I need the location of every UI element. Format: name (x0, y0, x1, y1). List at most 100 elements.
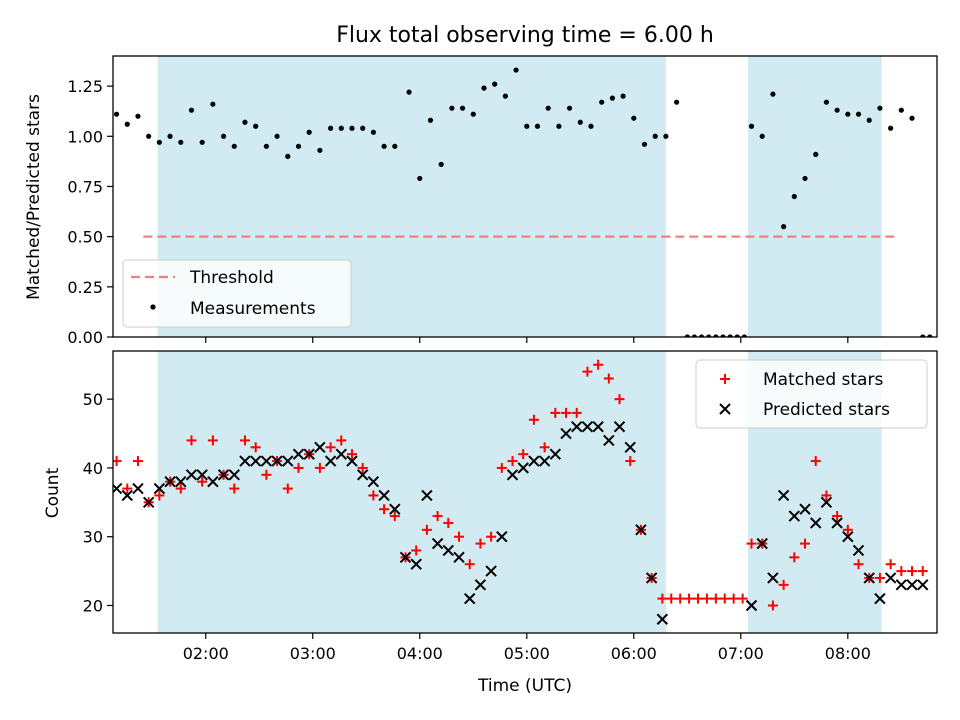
axes-frame (112, 350, 938, 634)
matched-star-point (539, 442, 550, 453)
predicted-star-point (810, 517, 822, 529)
x-tick-label: 06:00 (611, 644, 657, 663)
predicted-star-point (153, 482, 166, 495)
matched-star-point (874, 572, 885, 583)
matched-star-point (464, 559, 475, 570)
predicted-star-point (613, 420, 626, 433)
measurement-point (834, 107, 840, 113)
matched-star-point (907, 566, 918, 577)
predicted-star-point (624, 441, 636, 453)
y-tick-label: 0.25 (67, 278, 103, 297)
measurement-point (317, 147, 323, 153)
measurement-point (124, 121, 130, 127)
matched-star-point (454, 531, 465, 542)
measurement-point (813, 151, 819, 157)
predicted-star-point (474, 579, 487, 591)
x-tick-label: 02:00 (183, 644, 229, 663)
measurement-point (609, 95, 615, 101)
matched-star-point (728, 593, 739, 604)
predicted-star-point (431, 537, 444, 550)
predicted-star-point (863, 572, 875, 584)
measurement-point (631, 115, 637, 121)
predicted-star-point (324, 455, 337, 467)
measurement-point (417, 175, 423, 182)
matched-star-point (389, 511, 400, 522)
matched-star-point (207, 435, 218, 446)
measurement-point (274, 133, 280, 139)
legend-label: Matched stars (763, 370, 883, 390)
predicted-star-point (292, 448, 305, 460)
matched-star-point (832, 511, 843, 522)
observing-window-band (747, 56, 882, 337)
matched-star-point (528, 414, 539, 425)
measurement-point (802, 175, 808, 182)
legend-box (695, 359, 928, 429)
measurement-point (338, 125, 344, 131)
measurement-point (534, 123, 541, 129)
predicted-star-point (767, 572, 779, 584)
measurement-point (748, 123, 755, 129)
predicted-star-point (346, 455, 358, 467)
measurement-point (360, 125, 366, 131)
y-tick-label: 0.00 (67, 328, 103, 347)
x-tick-label: 05:00 (504, 644, 550, 663)
matched-star-point (571, 407, 582, 418)
matched-star-point (496, 462, 507, 473)
predicted-star-point (196, 469, 208, 481)
x-tick-label: 03:00 (290, 644, 336, 663)
legend-matched-swatch (720, 374, 730, 384)
matched-star-point (325, 442, 336, 453)
measurement-point (791, 193, 797, 200)
matched-star-point (625, 456, 636, 467)
matched-star-point (507, 456, 518, 467)
matched-star-point (821, 490, 832, 501)
legend: Matched stars Predicted stars (695, 359, 928, 429)
matched-star-point (896, 566, 907, 577)
measurement-point (663, 133, 669, 139)
predicted-star-point (142, 496, 155, 509)
measurement-point (231, 143, 237, 149)
measurement-point (327, 125, 334, 131)
matched-star-point (917, 566, 928, 577)
matched-star-point (684, 593, 695, 604)
x-tick-label: 07:00 (718, 644, 764, 663)
y-tick-label: 20 (83, 596, 103, 615)
matched-star-point (719, 593, 730, 604)
matched-star-point (314, 462, 325, 473)
measurement-point (135, 113, 141, 119)
matched-star-point (885, 559, 896, 570)
measurement-point (577, 119, 583, 125)
predicted-star-point (895, 579, 908, 591)
predicted-star-point (874, 592, 886, 605)
predicted-star-point (506, 469, 519, 481)
matched-star-point (675, 593, 686, 604)
predicted-star-point (560, 427, 572, 440)
matched-star-point (853, 559, 864, 570)
matched-star-point (778, 579, 789, 590)
measurement-point (427, 117, 434, 123)
measurement-point (770, 91, 776, 97)
matched-star-point (154, 490, 165, 501)
y-tick-label: 0.75 (67, 177, 103, 196)
predicted-star-point (745, 599, 758, 612)
predicted-star-point (335, 448, 348, 460)
matched-star-point (239, 435, 250, 446)
matched-star-point (800, 538, 811, 549)
axes-frame (112, 55, 938, 338)
matched-star-point (293, 462, 304, 473)
measurement-point (545, 105, 551, 111)
y-tick-label: 40 (83, 459, 103, 478)
matched-star-point (175, 483, 186, 494)
measurement-point (449, 105, 455, 111)
observing-window-band (157, 351, 666, 633)
legend-label: Predicted stars (763, 400, 890, 420)
y-tick-label: 1.25 (67, 77, 103, 96)
matched-star-point (614, 394, 625, 405)
chart-title: Flux total observing time = 6.00 h (336, 23, 714, 48)
predicted-star-point (249, 455, 262, 467)
predicted-star-point (656, 613, 669, 625)
predicted-star-point (592, 420, 604, 433)
measurement-point (845, 111, 851, 117)
measurement-point (306, 129, 312, 135)
matched-star-point (336, 435, 347, 446)
